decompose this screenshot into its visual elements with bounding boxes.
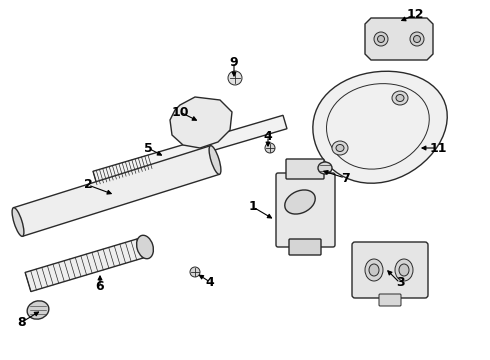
Ellipse shape bbox=[369, 264, 379, 276]
Text: 6: 6 bbox=[96, 280, 104, 293]
Polygon shape bbox=[365, 18, 433, 60]
FancyBboxPatch shape bbox=[276, 173, 335, 247]
Ellipse shape bbox=[392, 91, 408, 105]
Text: 11: 11 bbox=[429, 141, 447, 154]
FancyBboxPatch shape bbox=[379, 294, 401, 306]
Text: 8: 8 bbox=[18, 315, 26, 328]
Ellipse shape bbox=[209, 146, 221, 174]
Ellipse shape bbox=[190, 267, 200, 277]
Polygon shape bbox=[14, 146, 220, 236]
Text: 1: 1 bbox=[248, 201, 257, 213]
Text: 9: 9 bbox=[230, 55, 238, 68]
Text: 2: 2 bbox=[84, 179, 93, 192]
Ellipse shape bbox=[285, 190, 315, 214]
Text: 4: 4 bbox=[264, 130, 272, 143]
FancyBboxPatch shape bbox=[289, 239, 321, 255]
Ellipse shape bbox=[27, 301, 49, 319]
FancyBboxPatch shape bbox=[286, 159, 324, 179]
Ellipse shape bbox=[414, 36, 420, 42]
Ellipse shape bbox=[410, 32, 424, 46]
Polygon shape bbox=[170, 97, 232, 148]
FancyBboxPatch shape bbox=[352, 242, 428, 298]
Ellipse shape bbox=[336, 144, 344, 152]
Polygon shape bbox=[25, 237, 148, 292]
Ellipse shape bbox=[365, 259, 383, 281]
Ellipse shape bbox=[396, 94, 404, 102]
Ellipse shape bbox=[332, 141, 348, 155]
Ellipse shape bbox=[318, 162, 332, 174]
Ellipse shape bbox=[374, 32, 388, 46]
Ellipse shape bbox=[395, 259, 413, 281]
Ellipse shape bbox=[137, 235, 153, 259]
Ellipse shape bbox=[12, 208, 24, 237]
Ellipse shape bbox=[399, 264, 409, 276]
Ellipse shape bbox=[265, 143, 275, 153]
Text: 7: 7 bbox=[341, 171, 349, 184]
Polygon shape bbox=[313, 71, 447, 183]
Polygon shape bbox=[93, 115, 287, 185]
Text: 4: 4 bbox=[206, 275, 215, 288]
Text: 12: 12 bbox=[406, 9, 424, 22]
Text: 5: 5 bbox=[144, 141, 152, 154]
Ellipse shape bbox=[377, 36, 385, 42]
Text: 3: 3 bbox=[396, 276, 404, 289]
Text: 10: 10 bbox=[171, 105, 189, 118]
Ellipse shape bbox=[228, 71, 242, 85]
